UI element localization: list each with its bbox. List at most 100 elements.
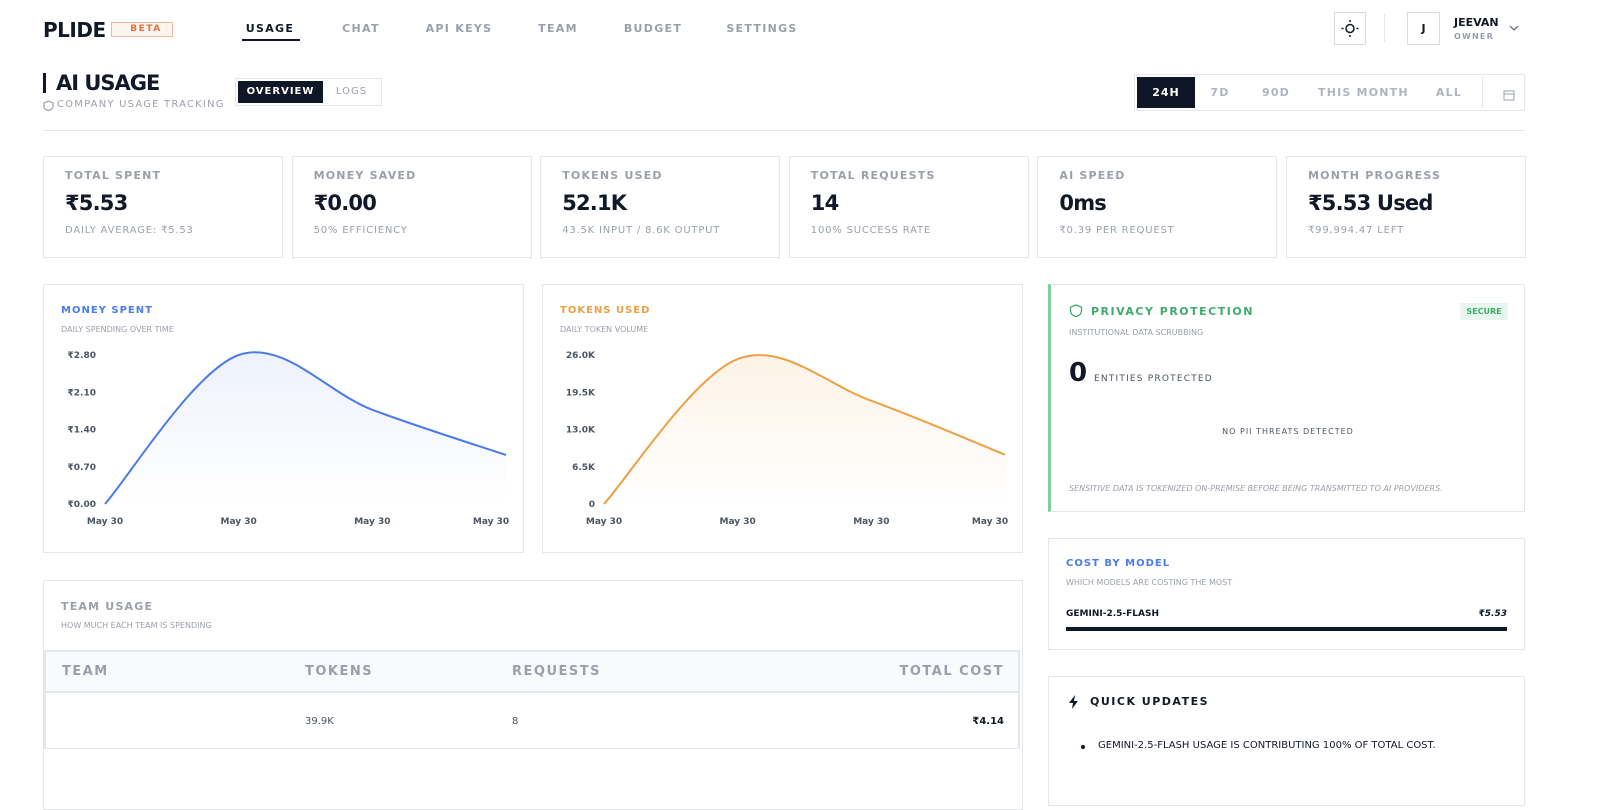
- nav-item[interactable]: CHAT: [342, 22, 380, 35]
- cost-card: COST BY MODEL WHICH MODELS ARE COSTING TH…: [1048, 538, 1525, 650]
- nav-item[interactable]: BUDGET: [623, 22, 683, 35]
- privacy-status: NO PII THREATS DETECTED: [1222, 427, 1354, 436]
- privacy-count: 0: [1069, 358, 1088, 388]
- secure-badge: SECURE: [1460, 303, 1508, 320]
- y-tick-label: 6.5K: [572, 463, 596, 473]
- model-name: GEMINI-2.5-FLASH: [1066, 609, 1159, 619]
- y-tick-label: ₹2.10: [68, 388, 96, 398]
- chevron[interactable]: [1509, 25, 1519, 32]
- table-row: [44, 693, 1020, 749]
- stat-value: 0ms: [1059, 191, 1106, 215]
- stat-card: TOTAL SPENT ₹5.53 DAILY AVERAGE: ₹5.53: [43, 156, 283, 258]
- page-title: AI USAGE: [56, 71, 160, 95]
- nav-underline: [242, 39, 300, 41]
- user-role: OWNER: [1454, 32, 1494, 41]
- stat-label: MONTH PROGRESS: [1308, 169, 1442, 182]
- privacy-note: SENSITIVE DATA IS TOKENIZED ON-PREMISE B…: [1069, 484, 1443, 493]
- stat-label: TOTAL REQUESTS: [810, 169, 936, 182]
- chart-card: TOKENS USED DAILY TOKEN VOLUME 0 6.5K 13.0K 1…: [542, 284, 1023, 553]
- avatar-initial: J: [1421, 22, 1426, 35]
- y-tick-label: 0: [589, 500, 595, 510]
- range-group: [1134, 74, 1525, 111]
- x-tick-label: May 30: [473, 517, 509, 527]
- team-subtitle: HOW MUCH EACH TEAM IS SPENDING: [61, 621, 212, 630]
- privacy-count-label: ENTITIES PROTECTED: [1094, 374, 1213, 384]
- y-tick-label: ₹2.80: [68, 351, 96, 361]
- theme-toggle[interactable]: [1334, 12, 1366, 45]
- cell: ₹4.14: [972, 716, 1004, 727]
- range-option[interactable]: 7D: [1210, 86, 1230, 99]
- cell: 39.9K: [305, 716, 334, 727]
- stat-value: 14: [810, 191, 839, 215]
- x-tick-label: May 30: [87, 517, 123, 527]
- stat-value: ₹5.53: [65, 191, 128, 215]
- cell: 8: [512, 716, 519, 727]
- quick-item: GEMINI-2.5-FLASH USAGE IS CONTRIBUTING 1…: [1098, 740, 1436, 751]
- range-active[interactable]: 24H: [1137, 77, 1195, 108]
- column-header: REQUESTS: [512, 664, 601, 679]
- x-tick-label: May 30: [221, 517, 257, 527]
- cost-title: COST BY MODEL: [1066, 558, 1171, 569]
- x-tick-label: May 30: [972, 517, 1008, 527]
- shield-icon: [1069, 304, 1083, 318]
- cost-subtitle: WHICH MODELS ARE COSTING THE MOST: [1066, 578, 1233, 587]
- stat-card: TOKENS USED 52.1K 43.5K INPUT / 8.6K OUTPU…: [540, 156, 781, 258]
- team-card: TEAM USAGE HOW MUCH EACH TEAM IS SPENDING…: [43, 580, 1023, 810]
- chart: MONEY SPENT DAILY SPENDING OVER TIME ₹0.00…: [61, 305, 509, 527]
- stat-value: ₹5.53 Used: [1308, 191, 1433, 215]
- nav-item[interactable]: TEAM: [538, 22, 578, 35]
- privacy-title: PRIVACY PROTECTION: [1091, 305, 1254, 318]
- nav-item[interactable]: API KEYS: [425, 22, 493, 35]
- range-option[interactable]: THIS MONTH: [1318, 86, 1409, 99]
- stat-note: 50% EFFICIENCY: [313, 225, 408, 236]
- bullet: [1081, 745, 1085, 749]
- divider: [43, 130, 1525, 131]
- tab-group: [235, 78, 382, 106]
- range-option[interactable]: ALL: [1435, 86, 1463, 99]
- stat-label: TOTAL SPENT: [65, 169, 162, 182]
- stat-label: AI SPEED: [1059, 169, 1126, 182]
- column-header: TOTAL COST: [899, 664, 1004, 679]
- stat-note: ₹99,994.47 LEFT: [1308, 225, 1405, 236]
- quick-title: QUICK UPDATES: [1090, 695, 1210, 708]
- title-bar: [43, 73, 46, 93]
- x-tick-label: May 30: [853, 517, 889, 527]
- stat-card: MONEY SAVED ₹0.00 50% EFFICIENCY: [291, 156, 532, 258]
- chart-subtitle: DAILY SPENDING OVER TIME: [61, 325, 174, 334]
- shield: [1069, 304, 1083, 318]
- y-tick-label: 26.0K: [566, 351, 596, 361]
- nav-item[interactable]: USAGE: [245, 22, 295, 35]
- chart: TOKENS USED DAILY TOKEN VOLUME 0 6.5K 13.0K 1…: [560, 305, 1008, 527]
- range-option[interactable]: 90D: [1261, 86, 1291, 99]
- table-header: [44, 650, 1020, 693]
- tab[interactable]: LOGS: [335, 86, 368, 97]
- column-header: TOKENS: [305, 664, 374, 679]
- divider: [1482, 77, 1483, 108]
- stat-value: 52.1K: [562, 191, 627, 215]
- nav-item[interactable]: SETTINGS: [726, 22, 798, 35]
- divider: [1384, 14, 1385, 42]
- model-bar: [1066, 627, 1507, 631]
- avatar[interactable]: [1407, 12, 1440, 45]
- stat-card: TOTAL REQUESTS 14 100% SUCCESS RATE: [788, 156, 1029, 258]
- tab-active[interactable]: OVERVIEW: [238, 81, 323, 103]
- quick-card: QUICK UPDATES GEMINI-2.5-FLASH USAGE IS C…: [1048, 676, 1525, 806]
- stat-value: ₹0.00: [313, 191, 377, 215]
- stat-label: TOKENS USED: [562, 169, 663, 182]
- stat-label: MONEY SAVED: [313, 169, 417, 182]
- area: [105, 352, 506, 504]
- stat-note: 43.5K INPUT / 8.6K OUTPUT: [562, 225, 721, 236]
- x-tick-label: May 30: [720, 517, 756, 527]
- chart-subtitle: DAILY TOKEN VOLUME: [560, 325, 648, 334]
- privacy-card: PRIVACY PROTECTION SECURE INSTITUTIONAL DA…: [1048, 284, 1525, 512]
- bolt-icon: [1069, 695, 1078, 709]
- x-tick-label: May 30: [354, 517, 390, 527]
- chart-card: MONEY SPENT DAILY SPENDING OVER TIME ₹0.00…: [43, 284, 524, 553]
- stat-card: MONTH PROGRESS ₹5.53 Used ₹99,994.47 LEFT: [1286, 156, 1526, 258]
- team-title: TEAM USAGE: [61, 600, 154, 613]
- calendar-icon[interactable]: [1503, 86, 1515, 105]
- beta-badge: BETA: [111, 22, 173, 37]
- model-cost: ₹5.53: [1478, 609, 1507, 619]
- area: [604, 355, 1005, 504]
- page-subtitle: COMPANY USAGE TRACKING: [57, 99, 225, 110]
